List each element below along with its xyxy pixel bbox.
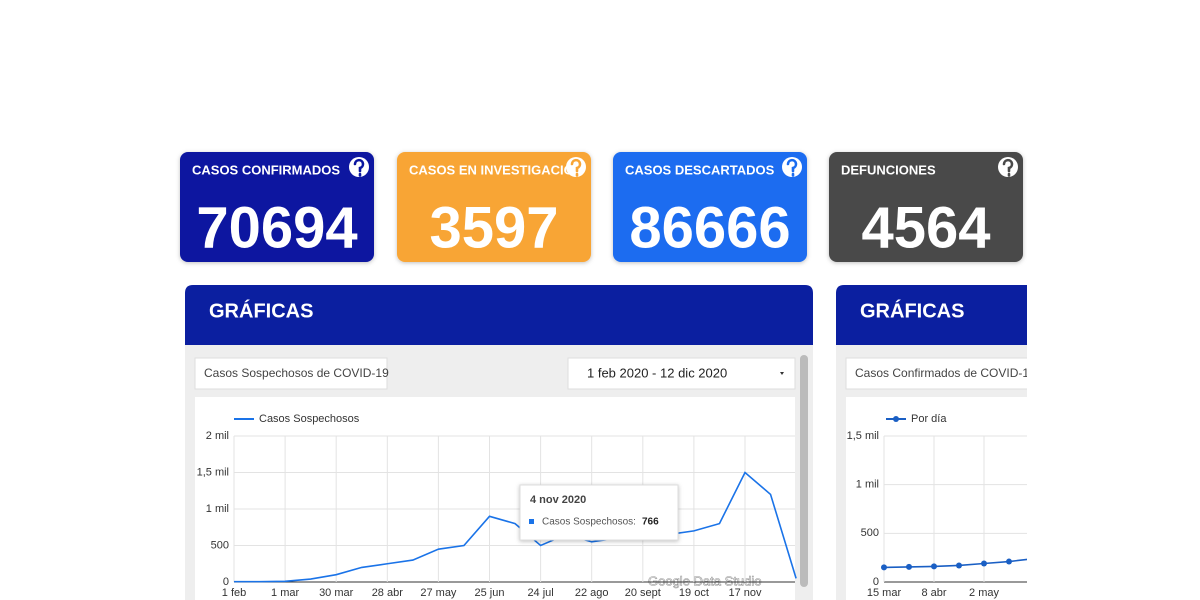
x-tick-label: 20 sept <box>625 587 661 599</box>
point <box>931 563 937 570</box>
stat-value: 3597 <box>429 195 558 260</box>
stat-value: 70694 <box>196 195 357 260</box>
x-tick-label: 15 mar <box>867 587 902 599</box>
help-glyph <box>570 158 582 177</box>
y-tick-label: 1,5 mil <box>197 466 229 478</box>
x-tick-label: 1 feb <box>222 587 246 599</box>
watermark: Google Data Studio <box>648 573 761 588</box>
panel-header <box>185 285 813 345</box>
x-tick-label: 1 mar <box>271 587 299 599</box>
stat-card <box>829 152 1023 262</box>
control-title: Casos Confirmados de COVID-19 <box>855 366 1036 380</box>
point <box>906 563 912 570</box>
x-tick-label: 28 abr <box>372 587 404 599</box>
panel-title: GRÁFICAS <box>209 299 313 322</box>
y-tick-label: 1 mil <box>856 479 879 491</box>
point <box>881 564 887 571</box>
y-tick-label: 0 <box>223 576 229 588</box>
control-title: Casos Sospechosos de COVID-19 <box>204 366 389 380</box>
stat-card <box>397 152 591 262</box>
control-title-box <box>194 357 388 390</box>
tooltip-label: Casos Sospechosos: <box>542 517 636 528</box>
series-line <box>234 471 797 583</box>
point <box>1006 558 1012 565</box>
panel-title: GRÁFICAS <box>860 299 964 322</box>
panel-header <box>836 285 1027 345</box>
stat-label: CASOS EN INVESTIGACIÓN <box>409 162 583 177</box>
dropdown-arrow <box>780 372 784 375</box>
stat-value: 4564 <box>861 195 990 260</box>
legend-label: Por día <box>911 413 947 425</box>
legend-marker <box>893 416 899 422</box>
x-tick-label: 22 ago <box>575 587 609 599</box>
x-tick-label: 17 nov <box>728 587 762 599</box>
help-glyph <box>1002 158 1014 177</box>
point <box>1031 556 1037 562</box>
control-title-box <box>845 357 1027 390</box>
point <box>956 562 962 569</box>
chart-area <box>846 397 1027 600</box>
stat-label: CASOS CONFIRMADOS <box>192 162 340 177</box>
y-tick-label: 500 <box>861 527 879 539</box>
x-tick-label: 19 oct <box>679 587 709 599</box>
y-tick-label: 0 <box>873 576 879 588</box>
stat-value: 86666 <box>629 195 790 260</box>
tooltip-date: 4 nov 2020 <box>530 494 586 506</box>
y-tick-label: 1 mil <box>206 503 229 515</box>
chart-area <box>195 397 795 600</box>
x-tick-label: 27 may <box>420 587 457 599</box>
stat-label: DEFUNCIONES <box>841 162 936 177</box>
x-tick-label: 24 jul <box>527 587 553 599</box>
point <box>981 560 987 567</box>
stat-card <box>180 152 374 262</box>
stat-card <box>613 152 807 262</box>
date-range-box[interactable] <box>567 357 796 390</box>
y-tick-label: 2 mil <box>206 430 229 442</box>
y-tick-label: 500 <box>211 539 229 551</box>
help-glyph <box>353 158 365 177</box>
date-range: 1 feb 2020 - 12 dic 2020 <box>587 365 727 380</box>
y-tick-label: 1,5 mil <box>847 430 879 442</box>
tooltip-swatch <box>529 519 534 524</box>
scrollbar[interactable] <box>800 355 808 587</box>
tooltip <box>519 484 679 541</box>
x-tick-label: 25 jun <box>475 587 505 599</box>
x-tick-label: 8 abr <box>921 587 946 599</box>
help-glyph <box>786 158 798 177</box>
x-tick-label: 26 <box>1028 587 1040 599</box>
tooltip-value: 766 <box>642 517 659 528</box>
x-tick-label: 30 mar <box>319 587 354 599</box>
x-tick-label: 2 may <box>969 587 999 599</box>
legend-label: Casos Sospechosos <box>259 413 360 425</box>
stat-label: CASOS DESCARTADOS <box>625 162 775 177</box>
content: CASOS CONFIRMADOS 70694 CASOS EN INVESTIGA… <box>180 152 1040 600</box>
